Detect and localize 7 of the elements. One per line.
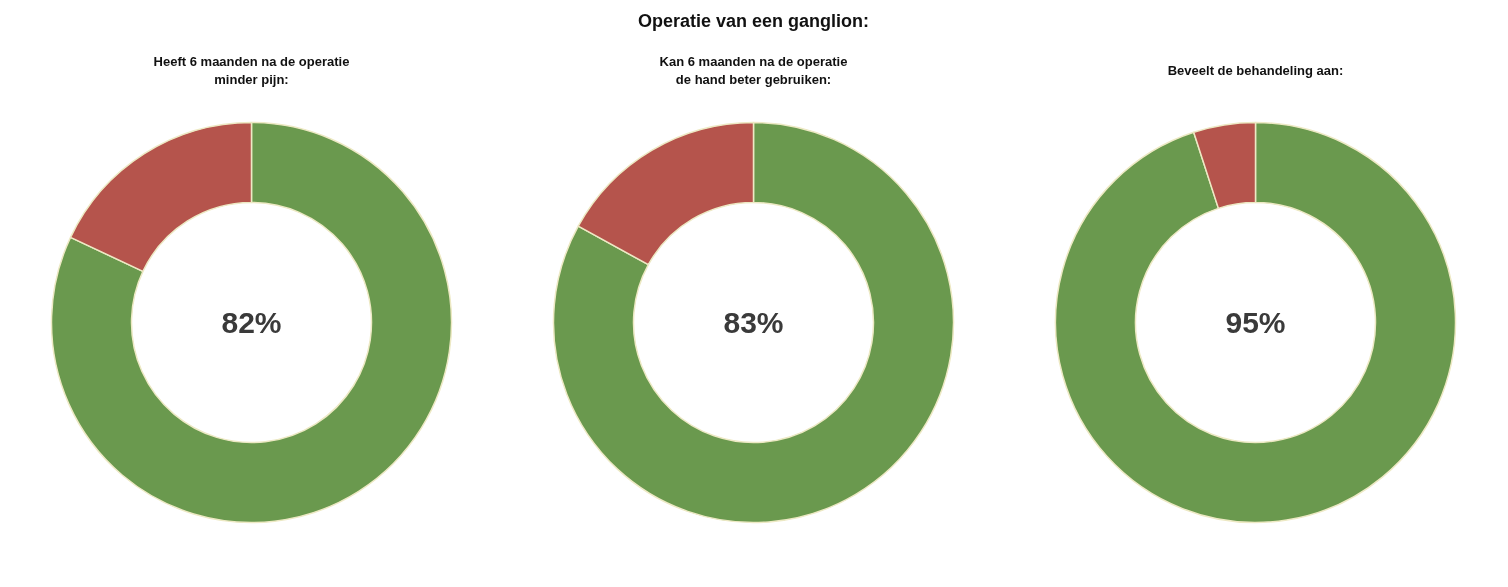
chart-subtitle: Kan 6 maanden na de operatie de hand beter gebruiken: [659,54,848,87]
text: 95% [1225,306,1286,339]
chart-subtitle: Beveelt de behandeling aan: [1167,63,1344,78]
chart-title: Operatie van een ganglion: [637,10,870,31]
chart-subtitle: Heeft 6 maanden na de operatie minder pijn: [153,54,350,87]
text: 82% [221,306,282,339]
text: 83% [723,306,784,339]
